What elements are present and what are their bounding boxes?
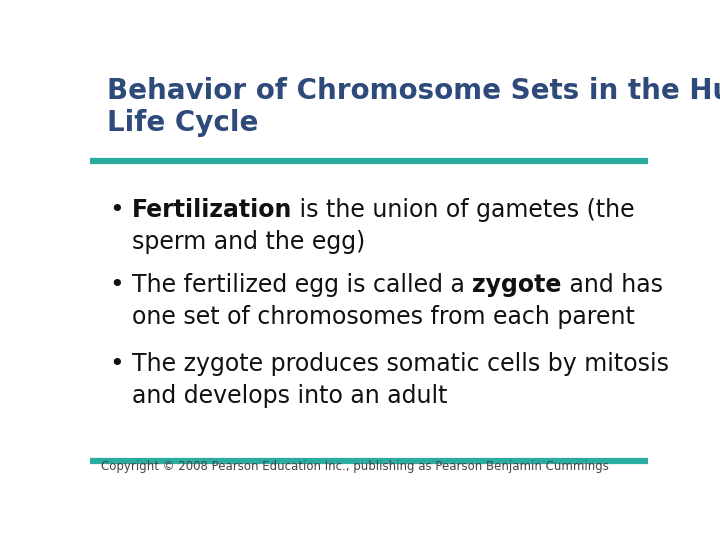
Text: The zygote produces somatic cells by mitosis: The zygote produces somatic cells by mit… bbox=[132, 352, 669, 376]
Text: and has: and has bbox=[562, 273, 662, 296]
Text: is the union of gametes (the: is the union of gametes (the bbox=[292, 198, 635, 222]
Text: •: • bbox=[109, 198, 125, 222]
Text: and develops into an adult: and develops into an adult bbox=[132, 384, 447, 408]
Text: Fertilization: Fertilization bbox=[132, 198, 292, 222]
Text: zygote: zygote bbox=[472, 273, 562, 296]
Text: Copyright © 2008 Pearson Education Inc., publishing as Pearson Benjamin Cummings: Copyright © 2008 Pearson Education Inc.,… bbox=[101, 460, 609, 473]
Text: •: • bbox=[109, 352, 125, 376]
Text: •: • bbox=[109, 273, 125, 296]
Text: sperm and the egg): sperm and the egg) bbox=[132, 230, 365, 254]
Text: Behavior of Chromosome Sets in the Human
Life Cycle: Behavior of Chromosome Sets in the Human… bbox=[107, 77, 720, 137]
Text: one set of chromosomes from each parent: one set of chromosomes from each parent bbox=[132, 305, 635, 329]
Text: The fertilized egg is called a: The fertilized egg is called a bbox=[132, 273, 472, 296]
